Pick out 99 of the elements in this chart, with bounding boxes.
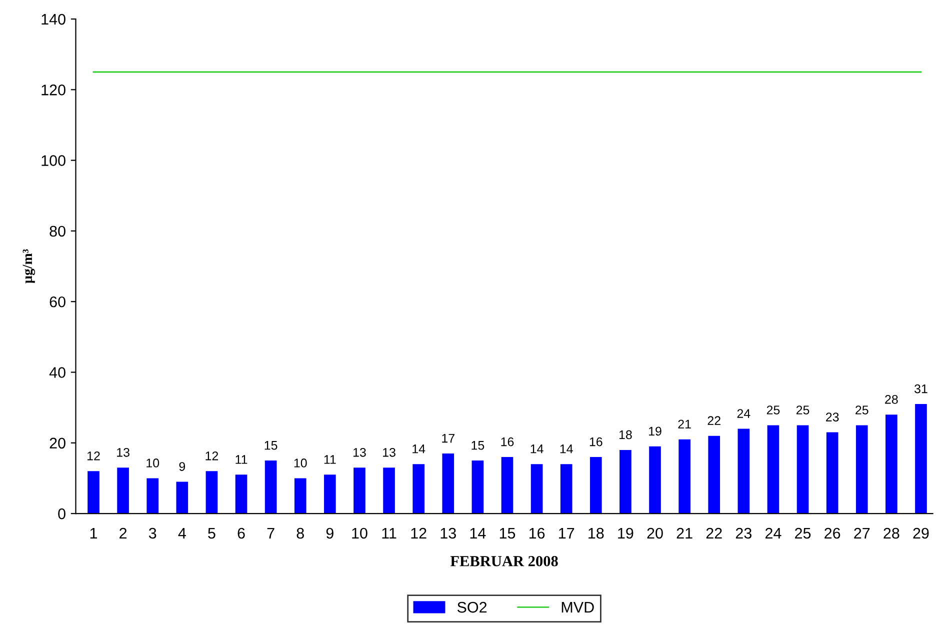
x-tick-label: 11 [382,528,396,538]
data-label: 12 [206,451,218,460]
bar [412,464,424,514]
x-tick-label: 10 [352,528,368,539]
x-tick-label: 22 [706,528,722,538]
data-label: 10 [146,458,160,468]
x-tick-label: 17 [559,528,574,538]
y-tick-label: 120 [42,84,66,96]
bar [738,428,750,514]
x-tick-label: 28 [884,528,900,539]
data-label: 25 [796,406,810,414]
data-label: 14 [560,444,573,454]
bar [886,414,898,514]
bar [235,474,248,514]
data-label: 16 [590,437,602,446]
bar [796,425,809,514]
x-tick-label: 18 [588,528,604,539]
x-tick-label: 12 [411,528,426,538]
y-tick-label: 20 [50,438,66,449]
bar [146,478,159,514]
x-tick-label: 2 [120,528,127,538]
data-label: 24 [737,409,750,418]
x-tick-label: 3 [148,528,156,539]
bar [708,436,720,514]
x-tick-label: 13 [440,528,456,539]
data-label: 21 [678,420,691,428]
x-tick-label: 5 [208,528,216,539]
bar [88,471,100,514]
bar [383,468,395,514]
data-label: 13 [353,448,366,457]
bar [117,468,129,514]
bar [354,468,366,514]
data-label: 16 [501,437,514,446]
x-tick-label: 27 [854,528,870,538]
x-tick-label: 23 [736,528,752,539]
y-axis-title: µg/m³ [22,249,35,284]
y-tick-label: 80 [50,226,66,237]
x-axis-title: FEBRUAR 2008 [450,556,558,566]
x-tick-label: 14 [470,528,486,538]
data-label: 13 [383,448,396,457]
data-label: 10 [294,458,307,468]
bar [678,439,690,514]
data-label: 19 [649,426,662,436]
data-label: 18 [619,430,632,440]
data-label: 17 [442,434,454,443]
bar [856,425,868,514]
data-label: 11 [236,455,248,464]
bar [915,404,927,514]
data-label: 15 [472,441,484,450]
bar [472,460,484,514]
bar [324,474,336,514]
data-label: 23 [826,412,839,422]
x-tick-label: 16 [529,528,545,539]
y-tick-label: 60 [50,296,66,308]
x-tick-label: 19 [618,528,634,539]
x-tick-label: 15 [500,528,516,539]
x-tick-label: 21 [676,528,692,538]
bar [826,432,838,514]
x-tick-label: 4 [178,528,186,538]
x-tick-label: 20 [647,528,663,539]
x-tick-label: 6 [238,528,245,539]
data-label: 31 [914,384,928,394]
data-label: 14 [412,444,426,454]
legend-label: MVD [562,602,594,613]
bar [442,453,454,514]
y-tick-label: 40 [49,367,66,378]
data-label: 28 [885,394,898,404]
x-tick-label: 1 [90,528,97,538]
x-tick-label: 24 [765,528,782,538]
data-label: 25 [856,406,868,414]
x-tick-label: 7 [267,528,274,538]
bar [264,460,277,514]
y-tick-label: 0 [58,508,66,520]
legend-label: SO2 [457,602,487,613]
bar [501,457,514,514]
data-label: 13 [117,448,130,457]
bar [176,482,188,514]
data-label: 14 [530,444,544,454]
x-tick-label: 26 [824,528,840,539]
data-label: 11 [324,455,336,464]
y-tick-label: 100 [42,155,66,166]
x-tick-label: 9 [326,528,334,539]
data-label: 25 [766,406,780,414]
bar [620,450,632,514]
x-tick-label: 25 [795,528,811,539]
bar [560,464,572,514]
x-tick-label: 29 [913,528,929,539]
data-label: 22 [708,416,720,425]
bar [530,464,543,514]
bar [649,446,661,514]
data-label: 12 [87,451,100,460]
y-tick-label: 140 [42,14,66,25]
x-tick-label: 8 [296,528,304,539]
bar [206,471,218,514]
data-label: 15 [264,441,278,450]
bar [294,478,306,514]
data-label: 9 [179,462,186,471]
bar [590,457,602,514]
bar [767,425,780,514]
